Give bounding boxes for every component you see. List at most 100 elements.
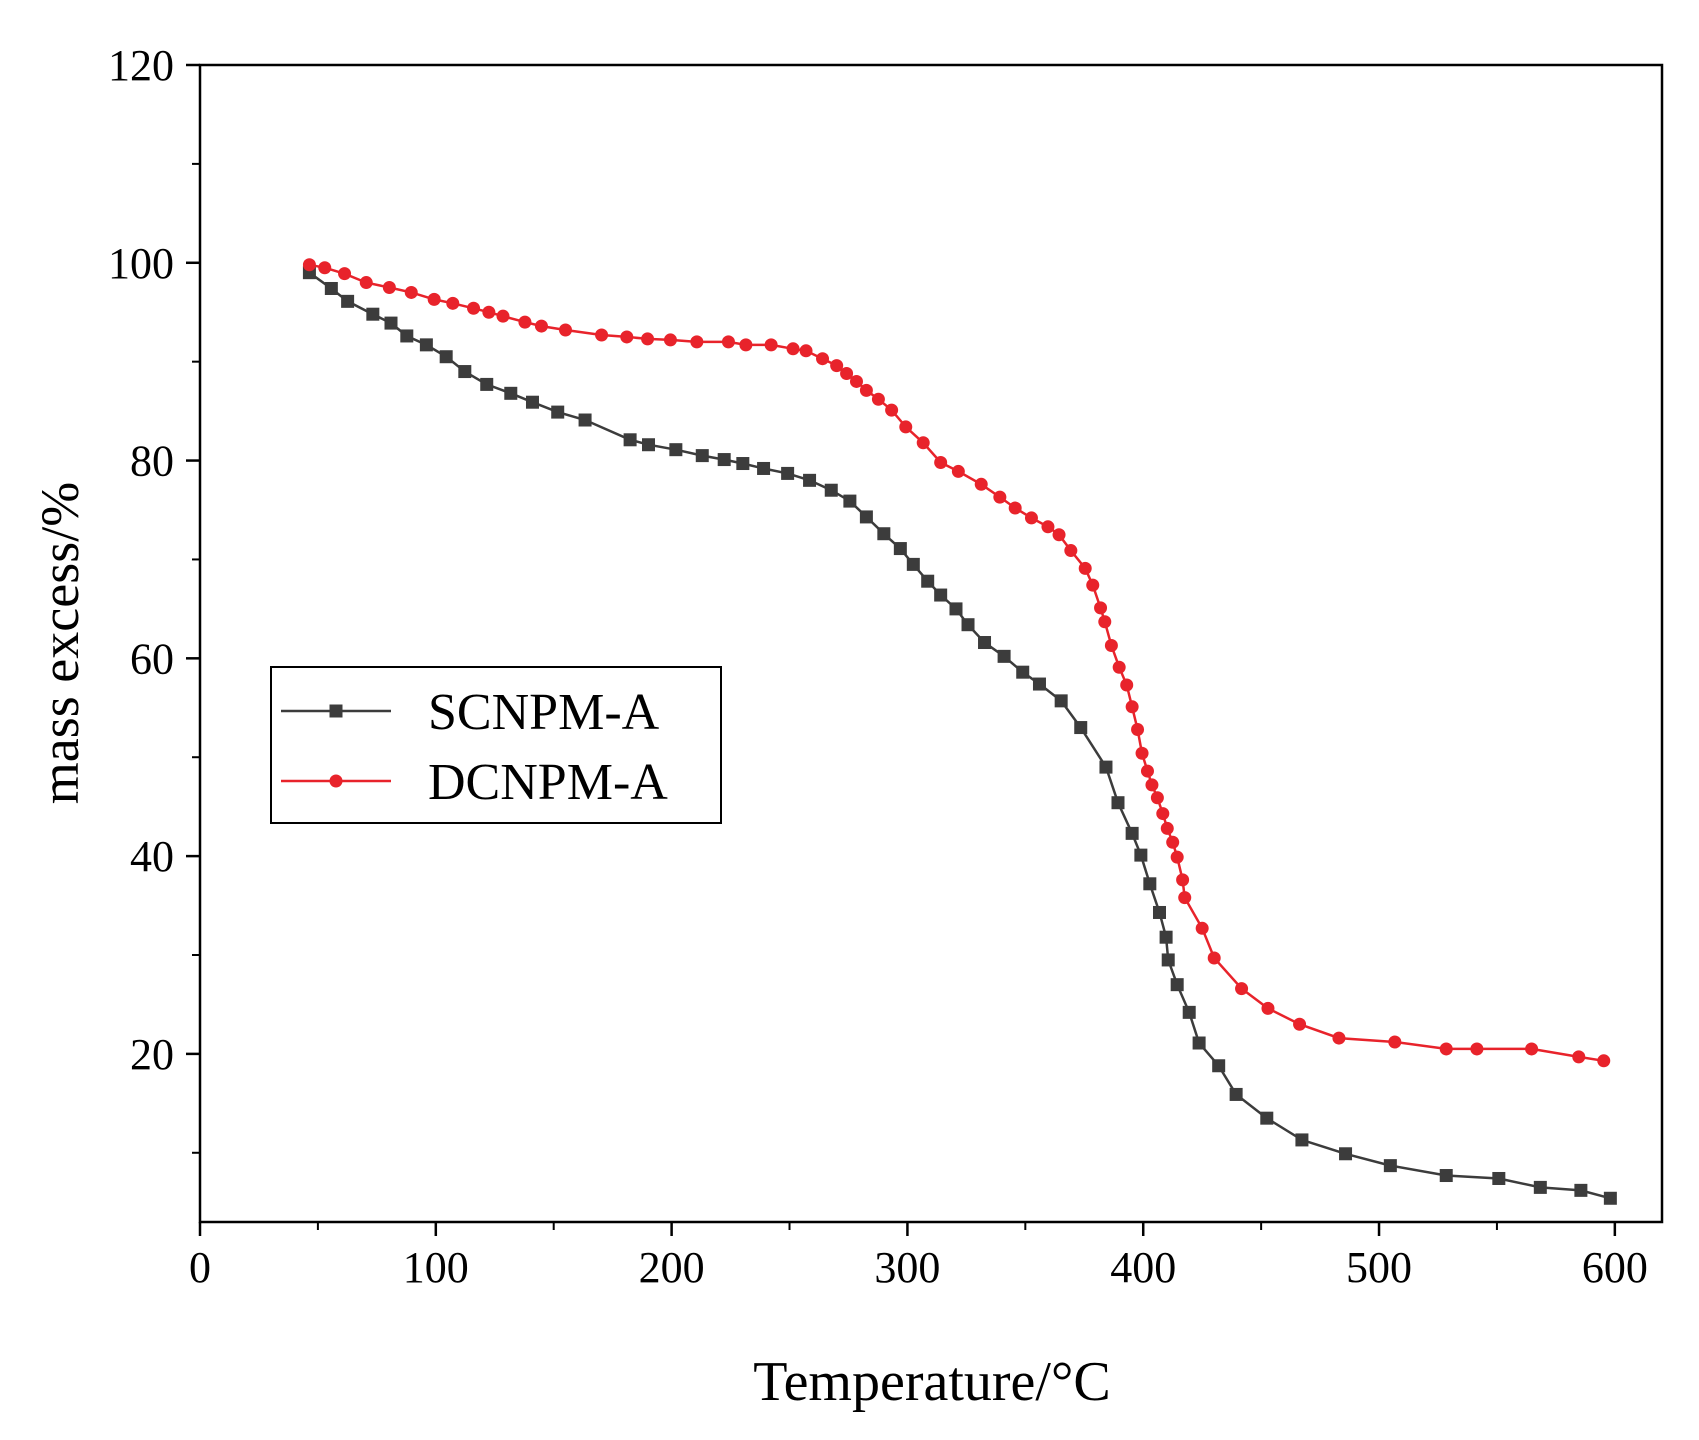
data-point (921, 574, 935, 588)
data-point (695, 449, 709, 463)
data-point (1261, 1001, 1275, 1015)
data-point (816, 352, 830, 366)
data-point (1388, 1035, 1402, 1049)
data-point (1145, 778, 1159, 792)
data-point (341, 294, 355, 308)
data-point (641, 332, 655, 346)
data-point (934, 456, 948, 470)
data-point (1161, 953, 1175, 967)
data-point (496, 309, 510, 323)
data-point (1024, 511, 1038, 525)
data-point (1182, 1005, 1196, 1019)
y-axis-label: mass excess/% (30, 482, 90, 804)
data-point (1098, 615, 1112, 629)
data-point (1150, 791, 1164, 805)
data-point (843, 494, 857, 508)
data-point (1603, 1191, 1617, 1205)
data-point (1235, 982, 1249, 996)
data-point (849, 374, 863, 388)
data-point (1125, 700, 1139, 714)
data-point (830, 359, 844, 373)
data-point (803, 473, 817, 487)
data-point (1104, 638, 1118, 652)
data-point (1120, 678, 1134, 692)
x-tick-label: 400 (1110, 1243, 1176, 1292)
data-point (717, 453, 731, 467)
legend-frame (270, 666, 722, 824)
x-tick-label: 500 (1346, 1243, 1412, 1292)
data-point (551, 405, 565, 419)
data-point (623, 433, 637, 447)
data-point (1192, 1036, 1206, 1050)
data-point (1135, 746, 1149, 760)
data-point (1140, 764, 1154, 778)
data-point (1054, 694, 1068, 708)
data-point (1064, 544, 1078, 558)
data-point (1332, 1031, 1346, 1045)
series-line (309, 263, 1604, 1063)
data-point (1170, 850, 1184, 864)
data-point (419, 338, 433, 352)
data-point (1470, 1042, 1484, 1056)
data-point (525, 395, 539, 409)
data-point (1439, 1042, 1453, 1056)
data-point (404, 285, 418, 299)
data-point (916, 436, 930, 450)
data-point (439, 350, 453, 364)
data-point (997, 649, 1011, 663)
data-point (799, 344, 813, 358)
y-tick-label: 20 (130, 1030, 174, 1079)
data-point (1178, 891, 1192, 905)
legend-marker (329, 704, 343, 718)
data-point (1383, 1159, 1397, 1173)
data-point (302, 258, 316, 272)
data-point (518, 315, 532, 329)
data-point (1111, 796, 1125, 810)
x-axis-label: Temperature/°C (753, 1351, 1110, 1413)
data-point (781, 466, 795, 480)
data-point (974, 477, 988, 491)
data-point (690, 335, 704, 349)
data-point (1170, 978, 1184, 992)
data-point (1156, 807, 1170, 821)
data-point (871, 392, 885, 406)
data-point (1074, 721, 1088, 735)
data-point (324, 281, 338, 295)
data-point (1016, 665, 1030, 679)
data-point (1125, 826, 1139, 840)
y-tick-label: 60 (130, 634, 174, 683)
data-point (1159, 930, 1173, 944)
x-tick-label: 0 (189, 1243, 211, 1292)
data-point (427, 292, 441, 306)
data-point (1078, 561, 1092, 575)
data-point (721, 335, 735, 349)
data-point (1176, 873, 1190, 887)
data-point (859, 383, 873, 397)
data-point (595, 328, 609, 342)
data-point (757, 461, 771, 475)
data-point (1099, 760, 1113, 774)
data-point (893, 542, 907, 556)
data-point (504, 386, 518, 400)
data-point (338, 267, 352, 281)
y-tick-label: 40 (130, 832, 174, 881)
data-point (899, 420, 913, 434)
data-point (1229, 1087, 1243, 1101)
data-point (736, 457, 750, 471)
data-point (1166, 835, 1180, 849)
data-point (1260, 1111, 1274, 1125)
data-point (400, 329, 414, 343)
data-point (480, 377, 494, 391)
legend-marker (329, 774, 343, 788)
data-point (934, 588, 948, 602)
data-point (1195, 921, 1209, 935)
data-point (446, 296, 460, 310)
data-point (382, 281, 396, 294)
data-point (1008, 501, 1022, 515)
x-tick-label: 200 (639, 1243, 705, 1292)
data-point (1052, 528, 1066, 542)
data-point (620, 330, 634, 344)
data-point (359, 276, 373, 290)
data-point (318, 261, 332, 275)
